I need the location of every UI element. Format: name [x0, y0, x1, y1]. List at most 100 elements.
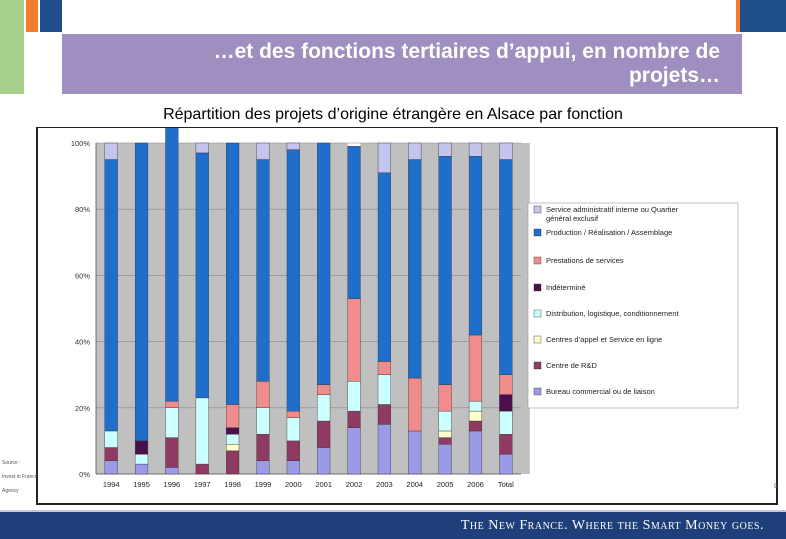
plot-band	[269, 143, 287, 474]
bar-segment	[134, 463, 149, 475]
legend-label: Service administratif interne ou Quartie…	[546, 205, 679, 214]
plot-band	[178, 143, 196, 474]
legend-swatch	[533, 335, 542, 344]
bar-segment	[286, 417, 300, 442]
bar-segment	[104, 460, 118, 475]
bar-segment	[104, 159, 118, 432]
bar-segment	[104, 430, 118, 448]
bar-segment	[286, 460, 300, 475]
bar-segment	[499, 374, 513, 395]
bar-segment	[438, 437, 452, 445]
bar-segment	[468, 142, 483, 157]
bar-segment	[377, 404, 391, 425]
bar-segment	[195, 142, 209, 154]
plot-band	[481, 143, 500, 474]
bar-segment	[468, 400, 483, 412]
bar-segment	[408, 159, 422, 379]
bar-segment	[347, 410, 361, 428]
bar-segment	[377, 142, 391, 173]
legend-swatch	[533, 387, 542, 396]
bar-segment	[195, 397, 209, 465]
bar-segment	[104, 447, 118, 461]
bar-segment	[438, 444, 452, 475]
bar-segment	[408, 377, 422, 432]
legend-swatch	[533, 309, 542, 318]
legend-swatch	[533, 361, 542, 370]
x-tick-label: 2006	[467, 480, 484, 489]
bar-segment	[317, 384, 331, 395]
legend-swatch	[533, 283, 542, 292]
bar-segment	[286, 440, 300, 461]
bar-segment	[256, 381, 270, 409]
orange-square-right	[736, 0, 740, 32]
bar-segment	[468, 156, 483, 336]
title-band: …et des fonctions tertiaires d’appui, en…	[62, 34, 742, 94]
bar-segment	[408, 430, 422, 475]
plot-band	[360, 143, 379, 474]
bar-segment	[377, 424, 391, 475]
bar-segment	[104, 142, 118, 160]
plot-band	[451, 143, 470, 474]
legend-box	[527, 202, 739, 409]
legend-label: Production / Réalisation / Assemblage	[546, 228, 672, 237]
chart-frame: 0% 20% 40% 60% 80% 100% 1994 1995 1996 1997 1998 19…	[38, 128, 776, 503]
bar-segment	[438, 430, 452, 438]
y-tick-label: 100%	[71, 139, 91, 148]
x-tick-label: 2003	[376, 480, 393, 489]
source-note-3: Agency	[2, 488, 19, 494]
bar-segment	[347, 298, 361, 382]
bar-segment	[134, 142, 149, 442]
orange-square	[26, 0, 38, 32]
y-tick-label: 20%	[75, 404, 90, 413]
x-tick-label: 1994	[103, 480, 120, 489]
bar-segment	[165, 128, 179, 402]
bar-segment	[317, 420, 331, 448]
bar-segment	[438, 410, 452, 432]
legend-label: Prestations de services	[546, 256, 624, 265]
bar-segment	[165, 437, 179, 468]
bar-segment	[165, 467, 179, 475]
footer-slogan: The New France. Where the Smart Money go…	[460, 518, 764, 533]
bar-segment	[256, 159, 270, 382]
bar-segment	[226, 404, 240, 428]
page-number: 9	[774, 484, 778, 490]
legend-label: Bureau commercial ou de liaison	[546, 387, 655, 396]
plot-band	[390, 143, 409, 474]
legend-swatch	[533, 205, 542, 214]
bar-segment	[134, 453, 149, 465]
x-tick-label: 2005	[437, 480, 454, 489]
bar-segment	[438, 156, 452, 385]
blue-square-left	[40, 0, 62, 32]
bar-segment	[165, 400, 179, 408]
x-tick-label: 2002	[346, 480, 363, 489]
x-tick-label: 1999	[255, 480, 272, 489]
bar-segment	[377, 361, 391, 375]
bar-segment	[499, 453, 513, 475]
bar-segment	[226, 450, 240, 475]
x-tick-label: 1998	[224, 480, 241, 489]
plot-band	[117, 143, 136, 474]
source-note-2: Invest in France	[2, 474, 38, 480]
footer-stripe	[0, 510, 786, 512]
plot-band	[147, 143, 166, 474]
plot-band	[512, 143, 530, 474]
bar-segment	[256, 407, 270, 435]
bar-segment	[468, 420, 483, 432]
bar-segment	[499, 159, 513, 375]
legend-swatch	[533, 256, 542, 265]
chart-subtitle: Répartition des projets d’origine étrang…	[163, 106, 623, 123]
legend-swatch	[533, 228, 542, 237]
y-tick-label: 60%	[75, 271, 90, 280]
bar-segment	[286, 142, 300, 150]
bar-segment	[256, 460, 270, 475]
bar-segment	[347, 427, 361, 475]
bar-segment	[256, 434, 270, 461]
bar-segment	[134, 440, 149, 455]
footer-bar: The New France. Where the Smart Money go…	[0, 512, 786, 539]
bar-segment	[256, 142, 270, 160]
bar-segment	[438, 384, 452, 412]
blue-square-right	[740, 0, 786, 32]
bar-segment	[347, 146, 361, 299]
plot-band	[299, 143, 318, 474]
bar-segment	[347, 381, 361, 412]
